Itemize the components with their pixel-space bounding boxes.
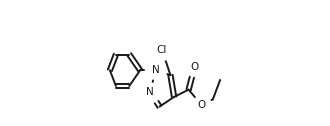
Text: Cl: Cl <box>157 45 167 55</box>
Text: N: N <box>146 87 154 97</box>
Text: N: N <box>152 65 160 75</box>
Text: O: O <box>190 62 199 72</box>
Text: O: O <box>198 100 206 110</box>
